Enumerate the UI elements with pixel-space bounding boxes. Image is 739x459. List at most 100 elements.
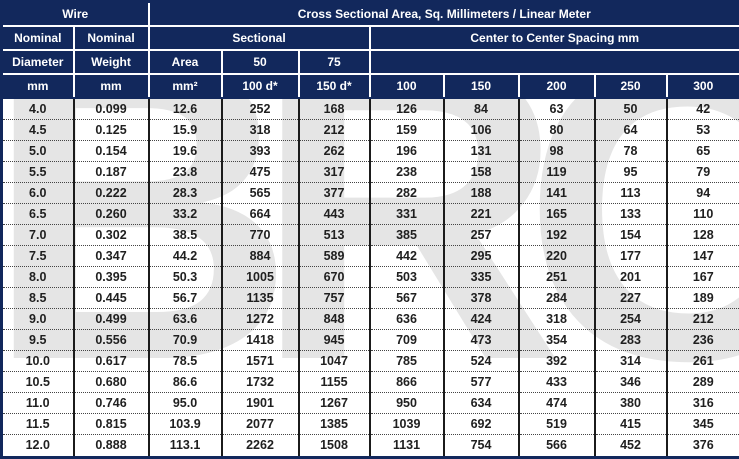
table-cell: 0.556 [72,329,150,351]
table-cell: 11.5 [0,413,75,435]
table-cell: 4.5 [0,119,75,141]
table-cell: 0.680 [72,371,150,393]
table-cell: 376 [665,434,739,458]
table-cell: 1267 [297,392,371,414]
table-cell: 9.5 [0,329,75,351]
table-body: 4.0 0.099 12.6 252 168 126 84 63 50 42 4.5 0.125 15.… [0,97,739,458]
table-cell: 86.6 [147,371,223,393]
table-cell: 0.445 [72,287,150,309]
table-cell: 159 [368,119,445,141]
header-50: 50 [220,49,300,75]
table-row: 4.0 0.099 12.6 252 168 126 84 63 50 42 [0,97,739,120]
header-spacing-200: 200 [517,73,596,99]
header-center-to-center-spacing: Center to Center Spacing mm [368,25,739,51]
table-cell: 257 [442,224,520,246]
table-cell: 10.5 [0,371,75,393]
table-cell: 1005 [220,266,300,288]
table-row: 7.0 0.302 38.5 770 513 385 257 192 154 128 [0,224,739,246]
table-cell: 284 [517,287,596,309]
header-150d: 150 d* [297,73,371,99]
table-cell: 15.9 [147,119,223,141]
table-cell: 289 [665,371,739,393]
header-nominal-diameter: Nominal [0,25,75,51]
table-cell: 50.3 [147,266,223,288]
table-cell: 354 [517,329,596,351]
table-cell: 1135 [220,287,300,309]
table-cell: 754 [442,434,520,458]
table-cell: 0.302 [72,224,150,246]
table-cell: 433 [517,371,596,393]
header-row-1: Wire Cross Sectional Area, Sq. Millimete… [0,0,739,27]
table-cell: 95.0 [147,392,223,414]
table-cell: 227 [593,287,668,309]
table-cell: 346 [593,371,668,393]
table-cell: 0.347 [72,245,150,267]
table-cell: 196 [368,140,445,162]
table-cell: 119 [517,161,596,183]
table-cell: 1385 [297,413,371,435]
header-area: Area [147,49,223,75]
header-spacing-150: 150 [442,73,520,99]
table-cell: 473 [442,329,520,351]
table-cell: 212 [297,119,371,141]
table-row: 12.0 0.888 113.1 2262 1508 1131 754 566 452 376 [0,434,739,458]
table-cell: 158 [442,161,520,183]
table-cell: 252 [220,97,300,120]
table-cell: 577 [442,371,520,393]
header-100d: 100 d* [220,73,300,99]
table-cell: 1901 [220,392,300,414]
table-cell: 5.0 [0,140,75,162]
table-cell: 1418 [220,329,300,351]
header-weight: Weight [72,49,150,75]
table-cell: 1155 [297,371,371,393]
header-row-3: Diameter Weight Area 50 75 [0,49,739,75]
table-cell: 0.499 [72,308,150,330]
table-row: 9.5 0.556 70.9 1418 945 709 473 354 283 236 [0,329,739,351]
table-cell: 415 [593,413,668,435]
table-cell: 0.888 [72,434,150,458]
table-cell: 567 [368,287,445,309]
table-cell: 0.395 [72,266,150,288]
table-cell: 262 [297,140,371,162]
table-cell: 474 [517,392,596,414]
table-cell: 28.3 [147,182,223,204]
table-row: 5.5 0.187 23.8 475 317 238 158 119 95 79 [0,161,739,183]
table-cell: 7.0 [0,224,75,246]
table-cell: 1131 [368,434,445,458]
table-cell: 220 [517,245,596,267]
table-cell: 64 [593,119,668,141]
header-mm-weight: mm [72,73,150,99]
table-cell: 345 [665,413,739,435]
table-cell: 44.2 [147,245,223,267]
table-cell: 53 [665,119,739,141]
table-cell: 0.154 [72,140,150,162]
table-cell: 201 [593,266,668,288]
table-cell: 335 [442,266,520,288]
table-cell: 692 [442,413,520,435]
table-row: 11.5 0.815 103.9 2077 1385 1039 692 519 415 345 [0,413,739,435]
table-cell: 316 [665,392,739,414]
table-cell: 566 [517,434,596,458]
table-cell: 103.9 [147,413,223,435]
table-cell: 42 [665,97,739,120]
table-cell: 19.6 [147,140,223,162]
table-cell: 785 [368,350,445,372]
table-cell: 10.0 [0,350,75,372]
header-spacing-empty-cell [368,49,739,75]
header-spacing-250: 250 [593,73,668,99]
table-cell: 254 [593,308,668,330]
header-diameter: Diameter [0,49,75,75]
table-cell: 317 [297,161,371,183]
table-cell: 848 [297,308,371,330]
header-cross-sectional-area: Cross Sectional Area, Sq. Millimeters / … [147,0,739,27]
table-cell: 0.099 [72,97,150,120]
table-cell: 1039 [368,413,445,435]
table-cell: 950 [368,392,445,414]
table-cell: 0.617 [72,350,150,372]
table-cell: 177 [593,245,668,267]
header-row-4: mm mm mm² 100 d* 150 d* 100 150 200 250 … [0,73,739,99]
table-cell: 331 [368,203,445,225]
table-cell: 113 [593,182,668,204]
table-cell: 63.6 [147,308,223,330]
